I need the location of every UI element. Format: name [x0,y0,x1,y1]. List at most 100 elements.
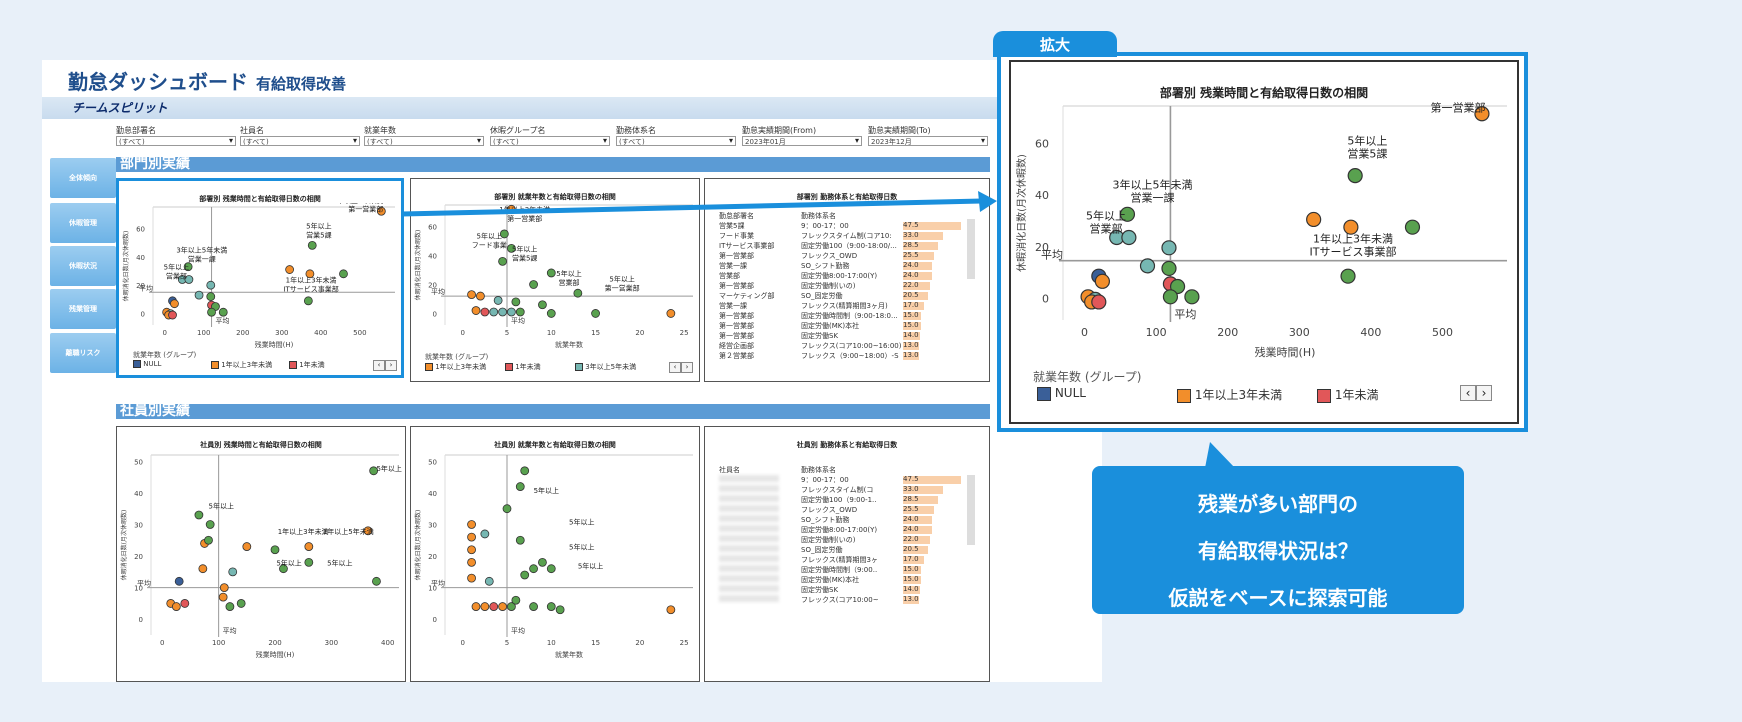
nav-overview-button[interactable]: 全体傾向 [50,158,116,198]
nav-vacation-mgmt-button[interactable]: 休暇管理 [50,203,116,243]
x-tick-label: 0 [160,639,164,647]
table-cell-name-redacted [719,585,779,592]
legend-item: 1年未満 [289,360,325,370]
data-point [480,307,490,317]
table-cell-dept: 第２営業部 [719,352,754,360]
data-point [376,206,386,216]
data-point [467,557,476,567]
table-cell-worktype: 固定労働制(いの) [801,282,856,290]
data-point [1169,278,1186,295]
avg-label-y: 平均 [431,287,445,296]
point-annotation: 5年以上 [534,486,559,495]
y-tick-label: 30 [134,521,143,529]
data-point [546,268,556,278]
table-bar [903,506,935,514]
y-tick-label: 10 [428,585,437,593]
table-cell-value: 25.5 [903,251,919,259]
table-cell-value: 15.0 [903,565,919,573]
data-point [467,520,476,529]
legend-item: 1年以上3年未満 [425,362,486,372]
table-cell-name-redacted [719,495,779,502]
zoom-panel: 部署別 残業時間と有給取得日数の相関 0 100 200 300 400 500 0 20 40… [1009,60,1519,424]
panel-emp-years: 社員別 就業年数と有給取得日数の相関 0 5 10 15 20 25 0 10 20 30 40 50… [410,426,700,682]
nav-overtime-button[interactable]: 残業管理 [50,289,116,329]
avg-label-y: 平均 [431,579,445,588]
x-tick-label: 200 [1217,326,1238,339]
y-tick-label: 20 [134,553,143,561]
table-cell-value: 47.5 [903,475,919,483]
nav-turnover-risk-button[interactable]: 離職リスク [50,333,116,373]
data-point [1306,211,1322,228]
point-annotation: 営業一課 [1131,191,1175,205]
table-cell-name-redacted [719,565,779,572]
table-cell-worktype: 固定労働SK [801,586,839,594]
legend-label: NULL [1051,386,1086,400]
table-cell-value: 33.0 [903,485,919,493]
table-cell-name-redacted [719,555,779,562]
point-annotation: 5年以上 [376,464,401,473]
y-tick-label: 20 [428,282,437,290]
callout-box: 残業が多い部門の 有給取得状況は？ 仮説をベースに探索可能 [1092,466,1464,614]
table-cell-worktype: 固定労働8:00-17:00(Y) [801,526,878,534]
point-annotation: ITサービス事業部 [1310,245,1397,259]
table-bar [903,556,924,564]
x-axis-label: 就業年数 [555,340,583,349]
x-tick-label: 0 [460,639,464,647]
legend-label: 1年以上3年未満 [1191,388,1283,402]
scrollbar[interactable] [967,475,975,545]
table-cell-value: 25.5 [903,505,919,513]
legend-next-button[interactable]: › [1476,385,1492,401]
data-point [467,545,476,555]
zoom-tag: 拡大 [993,31,1117,57]
table-bar [903,566,922,574]
filter-select[interactable]: (すべて) [364,136,484,146]
filter-select[interactable]: (すべて) [490,136,610,146]
data-point [218,307,228,317]
filter-select[interactable]: (すべて) [616,136,736,146]
legend-prev-button[interactable]: ‹ [669,362,681,373]
table-cell-worktype: 9：00-17：00 [801,476,849,484]
point-annotation: 1年以上3年未満 [286,275,337,284]
table-bar [903,322,922,330]
filter-select[interactable]: 2023年01月 [742,136,862,146]
legend-prev-button[interactable]: ‹ [1460,385,1476,401]
legend-next-button[interactable]: › [385,360,397,371]
legend-next-button[interactable]: › [681,362,693,373]
legend-swatch [133,360,141,368]
data-point [369,466,379,476]
filter-select[interactable]: (すべて) [240,136,360,146]
avg-label-y: 平均 [1041,249,1063,262]
data-point [1404,219,1421,235]
x-tick-label: 400 [1360,326,1381,339]
table-cell-worktype: フレックス_OWD [801,252,858,260]
table-cell-name-redacted [719,545,779,552]
section-employee: 社員別実績 [116,404,990,419]
table-bar [903,332,921,340]
table-cell-dept: マーケティング部 [719,292,775,300]
brand-bar [42,97,1102,119]
legend-prev-button[interactable]: ‹ [373,360,385,371]
x-tick-label: 300 [1289,326,1310,339]
table-cell-worktype: SO_固定労働 [801,546,843,554]
data-point [206,280,216,290]
data-point [666,605,676,615]
point-annotation: 5年以上 [1347,134,1387,148]
table-bar [903,342,919,350]
chart-dept-years: 05101520250204060就業年数休暇消化日数(月次休暇数)平均平均1年… [414,204,693,349]
data-point [1119,206,1136,222]
data-point [511,297,521,307]
y-tick-label: 20 [1035,241,1049,254]
filter-select[interactable]: (すべて) [116,136,236,146]
data-point [499,229,509,239]
point-annotation: 第一営業部 [605,284,640,293]
y-tick-label: 30 [428,521,437,529]
scrollbar[interactable] [967,219,975,279]
callout-line-2: 有給取得状況は？ [1198,539,1358,563]
table-bar [903,586,921,594]
table-cell-value: 14.0 [903,331,919,339]
table-cell-worktype: 固定労働時間制（9:00-18:0... [801,312,898,320]
x-tick-label: 400 [381,639,394,647]
x-tick-label: 100 [1146,326,1167,339]
filter-select[interactable]: 2023年12月 [868,136,988,146]
nav-vacation-status-button[interactable]: 休暇状況 [50,246,116,286]
